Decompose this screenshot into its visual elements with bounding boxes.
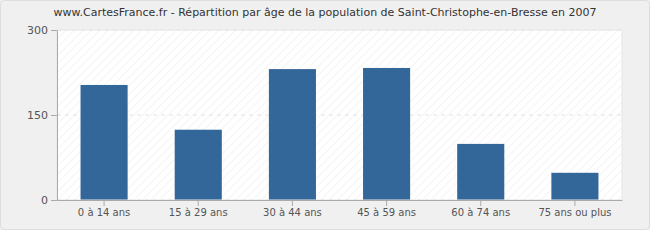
tick: 75 ans ou plus [538, 200, 611, 218]
tick-mark [292, 200, 293, 206]
tick-mark [480, 200, 481, 206]
tick-label: 75 ans ou plus [538, 207, 611, 218]
tick-label: 30 à 44 ans [263, 207, 322, 218]
background [1, 1, 650, 230]
grid [57, 30, 622, 200]
bar [269, 69, 316, 200]
bar [457, 144, 504, 200]
bar [363, 68, 410, 200]
tick-mark [51, 115, 57, 116]
bars [81, 68, 599, 200]
tick-label: 300 [27, 24, 48, 37]
tick: 300 [27, 24, 57, 37]
tick: 0 à 14 ans [78, 200, 130, 218]
plot-frame [57, 30, 622, 200]
tick-mark [104, 200, 105, 206]
tick-mark [574, 200, 575, 206]
tick: 15 à 29 ans [169, 200, 228, 218]
tick-mark [51, 30, 57, 31]
plot: 0 150 300 0 à 14 ans 15 à 29 ans 30 à 44 ans 4… [27, 24, 623, 218]
tick-mark [51, 200, 57, 201]
tick-label: 60 à 74 ans [451, 207, 510, 218]
tick: 45 à 59 ans [357, 200, 416, 218]
tick-label: 0 à 14 ans [78, 207, 130, 218]
plot-area [57, 30, 622, 200]
tick: 150 [27, 109, 57, 122]
tick-label: 0 [41, 194, 48, 207]
tick: 30 à 44 ans [263, 200, 322, 218]
axis-line [57, 31, 58, 201]
axis-line [58, 200, 623, 201]
tick-mark [386, 200, 387, 206]
tick-mark [198, 200, 199, 206]
x-axis: 0 à 14 ans 15 à 29 ans 30 à 44 ans 45 à 59 … [58, 200, 623, 218]
bar [81, 85, 128, 200]
bar [551, 173, 598, 200]
tick-label: 15 à 29 ans [169, 207, 228, 218]
bar [175, 130, 222, 200]
tick: 0 [41, 194, 57, 207]
title: www.CartesFrance.fr - Répartition par âg… [54, 6, 597, 19]
chart: www.CartesFrance.fr - Répartition par âg… [0, 0, 650, 230]
tick-label: 45 à 59 ans [357, 207, 416, 218]
grid-line [57, 115, 622, 116]
tick: 60 à 74 ans [451, 200, 510, 218]
y-axis: 0 150 300 [27, 24, 58, 207]
tick-label: 150 [27, 109, 48, 122]
